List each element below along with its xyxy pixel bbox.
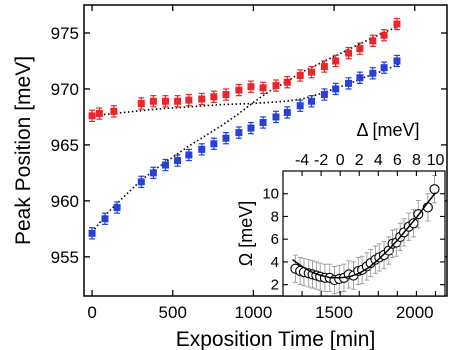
data-point xyxy=(380,64,388,72)
main-y-ticks: 955 960 965 970 975 xyxy=(51,24,447,267)
data-point xyxy=(369,37,377,45)
inset-x-tick-label: 6 xyxy=(393,152,402,169)
data-point xyxy=(113,204,121,212)
data-point xyxy=(185,96,193,104)
data-point xyxy=(161,97,169,105)
data-point xyxy=(137,99,145,107)
main-chart: 0 500 1000 1500 2000 955 960 965 970 975 Exposit… xyxy=(12,4,448,350)
inset-x-tick-label: 10 xyxy=(427,152,445,169)
main-x-axis-label: Exposition Time [min] xyxy=(176,328,376,350)
data-point xyxy=(247,124,255,132)
data-point xyxy=(235,129,243,137)
inset-y-axis-label: Ω [meV] xyxy=(236,201,256,266)
data-point xyxy=(393,20,401,28)
data-point xyxy=(369,69,377,77)
main-y-tick-label: 970 xyxy=(51,80,79,99)
data-point xyxy=(210,93,218,101)
data-point xyxy=(88,112,96,120)
data-point xyxy=(272,82,280,90)
data-point xyxy=(101,215,109,223)
main-y-tick-label: 960 xyxy=(51,192,79,211)
data-point xyxy=(320,63,328,71)
data-point xyxy=(95,110,103,118)
data-point xyxy=(149,169,157,177)
data-point xyxy=(283,78,291,86)
inset-fit-line xyxy=(292,192,437,279)
inset-y-tick-label: 8 xyxy=(271,208,279,225)
inset-x-tick-label: 4 xyxy=(374,152,383,169)
data-point xyxy=(110,107,118,115)
data-point xyxy=(356,74,364,82)
main-data-points xyxy=(88,17,401,240)
inset-x-tick-label: -4 xyxy=(295,152,309,169)
data-point xyxy=(345,79,353,87)
data-point xyxy=(88,229,96,237)
data-point xyxy=(259,119,267,127)
main-x-tick-label: 1000 xyxy=(234,303,272,322)
data-point xyxy=(320,91,328,99)
data-point xyxy=(149,97,157,105)
data-point xyxy=(235,86,243,94)
data-point xyxy=(198,95,206,103)
main-x-ticks: 0 500 1000 1500 2000 xyxy=(87,5,434,322)
main-x-tick-label: 2000 xyxy=(396,303,434,322)
inset-y-tick-label: 2 xyxy=(271,277,279,294)
inset-y-tick-label: 10 xyxy=(262,186,279,203)
inset-x-tick-label: 2 xyxy=(355,152,364,169)
main-y-axis-label: Peak Position [meV] xyxy=(12,56,35,245)
data-point xyxy=(307,97,315,105)
inset-y-tick-label: 4 xyxy=(271,254,279,271)
data-point xyxy=(259,84,267,92)
data-point xyxy=(272,113,280,121)
main-x-tick-label: 500 xyxy=(159,303,187,322)
data-point xyxy=(137,178,145,186)
inset-data-point xyxy=(429,184,440,195)
data-point xyxy=(185,151,193,159)
data-point xyxy=(222,91,230,99)
data-point xyxy=(296,72,304,80)
data-point xyxy=(345,49,353,57)
data-point xyxy=(247,83,255,91)
main-x-tick-label: 0 xyxy=(87,303,96,322)
data-point xyxy=(198,145,206,153)
inset-x-tick-label: -2 xyxy=(314,152,328,169)
inset-x-tick-label: 0 xyxy=(336,152,345,169)
main-y-tick-label: 965 xyxy=(51,136,79,155)
main-plot-frame xyxy=(83,4,448,297)
main-x-tick-label: 1500 xyxy=(315,303,353,322)
data-point xyxy=(222,134,230,142)
data-point xyxy=(307,68,315,76)
fit-line xyxy=(92,63,399,117)
main-y-tick-label: 955 xyxy=(51,248,79,267)
inset-x-tick-label: 8 xyxy=(412,152,421,169)
data-point xyxy=(356,45,364,53)
inset-y-tick-label: 6 xyxy=(271,231,279,248)
data-point xyxy=(393,57,401,65)
data-point xyxy=(174,97,182,105)
data-point xyxy=(380,31,388,39)
inset-y-ticks: 2 4 6 8 10 xyxy=(262,186,445,294)
data-point xyxy=(296,102,304,110)
data-point xyxy=(283,108,291,116)
data-point xyxy=(332,57,340,65)
data-point xyxy=(174,157,182,165)
data-point xyxy=(210,140,218,148)
main-y-tick-label: 975 xyxy=(51,24,79,43)
data-point xyxy=(332,85,340,93)
inset-x-ticks: -4 -2 0 2 4 6 8 10 xyxy=(295,152,445,296)
inset-x-axis-label: Δ [meV] xyxy=(356,120,419,140)
inset-fit-curve xyxy=(292,192,437,279)
data-point xyxy=(161,161,169,169)
